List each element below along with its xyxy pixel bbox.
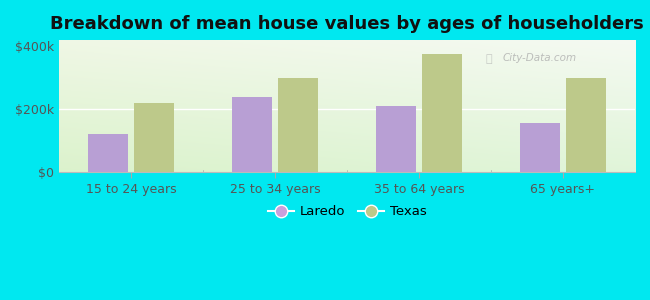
Text: ⦾: ⦾ (486, 54, 492, 64)
Bar (376, 106, 416, 172)
Text: City-Data.com: City-Data.com (502, 53, 577, 63)
Bar (88, 134, 128, 172)
Bar (566, 78, 606, 172)
Bar (422, 54, 462, 172)
Bar (520, 124, 560, 172)
Bar (278, 78, 318, 172)
Bar (134, 103, 174, 172)
Legend: Laredo, Texas: Laredo, Texas (268, 206, 426, 218)
Title: Breakdown of mean house values by ages of householders: Breakdown of mean house values by ages o… (50, 15, 644, 33)
Bar (232, 97, 272, 172)
